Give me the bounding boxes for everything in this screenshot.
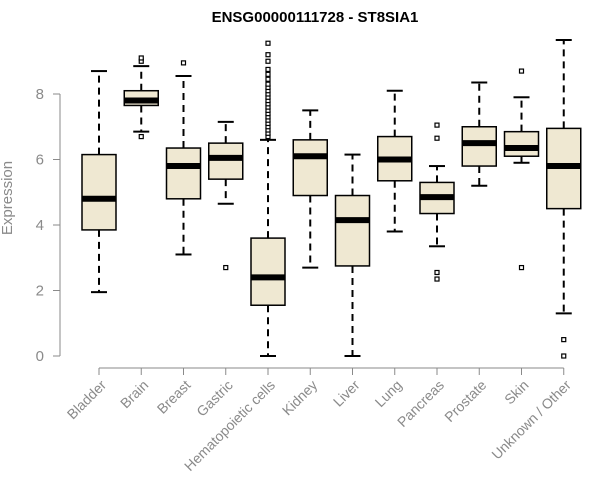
outlier-point xyxy=(180,60,187,66)
box-iqr xyxy=(208,142,244,180)
box-iqr xyxy=(503,130,540,157)
chart-title: ENSG00000111728 - ST8SIA1 xyxy=(212,9,419,26)
y-tick-label: 2 xyxy=(36,283,44,300)
boxes xyxy=(81,38,582,359)
box-group xyxy=(334,153,371,357)
box-group xyxy=(419,122,455,282)
outlier-point xyxy=(265,76,271,82)
outlier-point xyxy=(223,264,229,271)
box-iqr xyxy=(165,147,202,200)
y-tick-label: 6 xyxy=(36,152,44,169)
x-tick-label: Prostate xyxy=(441,377,489,425)
box-iqr xyxy=(292,139,328,197)
outlier-point xyxy=(138,55,144,61)
x-tick-label: Liver xyxy=(330,377,363,410)
box-group xyxy=(81,70,117,294)
box-iqr xyxy=(250,237,286,306)
x-tick-label: Unknown / Other xyxy=(488,377,574,463)
outlier-point xyxy=(434,269,440,276)
box-group xyxy=(123,55,159,140)
outlier-point xyxy=(265,66,271,73)
box-group xyxy=(461,81,497,187)
x-tick-label: Brain xyxy=(117,377,151,411)
y-axis-label: Expression xyxy=(0,161,16,235)
y-tick-label: 8 xyxy=(36,86,44,103)
outlier-point xyxy=(434,135,440,141)
outlier-point xyxy=(561,353,567,359)
outlier-point xyxy=(561,337,567,343)
box-iqr xyxy=(81,153,117,231)
outlier-point xyxy=(518,68,525,74)
y-tick-label: 4 xyxy=(36,217,44,234)
box-iqr xyxy=(461,126,497,167)
outlier-point xyxy=(518,264,525,271)
box-iqr xyxy=(334,194,371,267)
outlier-point xyxy=(265,81,271,87)
box-group xyxy=(208,120,244,271)
x-tick-label: Skin xyxy=(501,377,532,408)
box-group xyxy=(165,60,202,256)
x-tick-label: Lung xyxy=(372,377,405,410)
box-group xyxy=(292,109,328,269)
box-group xyxy=(377,89,413,233)
outlier-point xyxy=(265,58,271,64)
x-tick-label: Pancreas xyxy=(394,377,447,430)
box-group xyxy=(250,40,286,357)
outlier-point xyxy=(434,122,440,128)
x-tick-label: Breast xyxy=(154,377,194,417)
y-tick-label: 0 xyxy=(36,348,44,365)
outlier-point xyxy=(265,40,271,46)
outlier-point xyxy=(265,52,271,58)
x-tick-label: Bladder xyxy=(64,377,110,423)
outlier-point xyxy=(138,133,144,140)
box-group xyxy=(546,38,582,359)
x-tick-label: Kidney xyxy=(279,377,321,419)
outlier-point xyxy=(265,71,271,77)
box-group xyxy=(503,68,540,271)
outlier-point xyxy=(434,276,440,282)
